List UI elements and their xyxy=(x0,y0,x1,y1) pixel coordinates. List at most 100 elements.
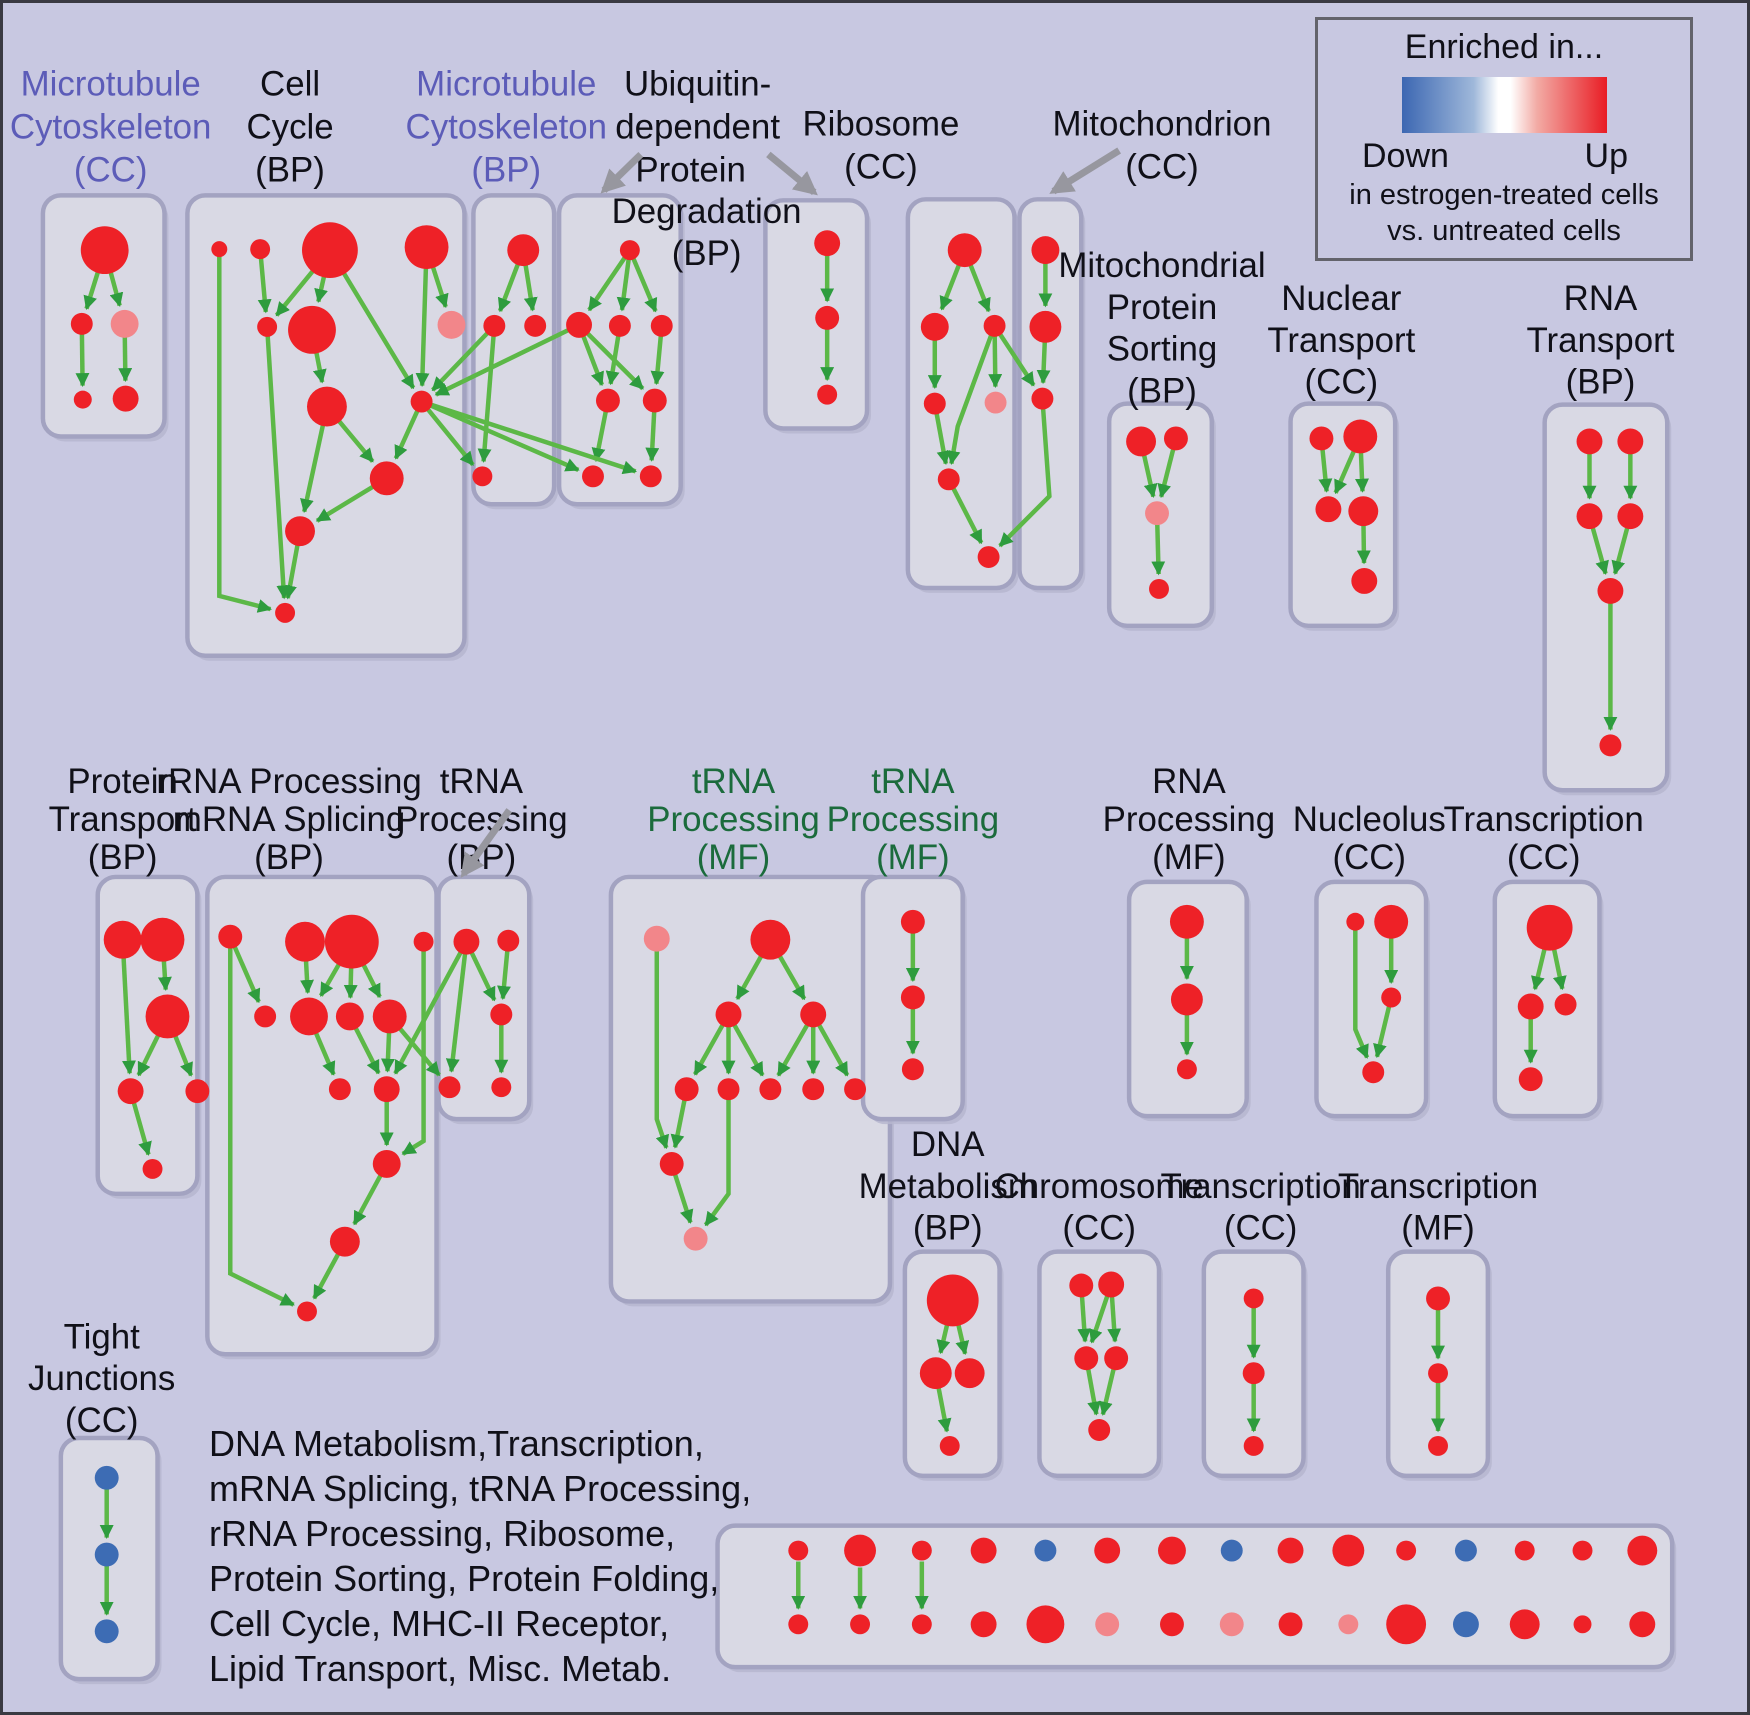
cluster-label-dnam: (BP) xyxy=(913,1209,983,1248)
node-ubia-5 xyxy=(642,388,667,413)
node-rrna-3 xyxy=(413,931,434,952)
node-rrna-11 xyxy=(329,1226,360,1257)
cluster-label-trnamf2: tRNA xyxy=(871,762,955,801)
node-rnapmf-1 xyxy=(1170,983,1203,1016)
cross-edge-cellcycle-ubia xyxy=(420,399,637,475)
node-rrna-2 xyxy=(324,914,379,969)
cluster-label-tight: (CC) xyxy=(65,1401,139,1440)
cluster-label-dnam: DNA xyxy=(911,1125,985,1164)
node-rnat-0 xyxy=(1576,428,1603,455)
strip-node-bottom-1 xyxy=(850,1614,871,1635)
node-trnamf1-5 xyxy=(717,1078,740,1101)
node-prot-5 xyxy=(142,1158,163,1179)
node-txcc2-1 xyxy=(1242,1362,1265,1385)
cluster-label-mps: (BP) xyxy=(1127,372,1197,411)
edge-prot-0-3 xyxy=(120,939,136,1075)
node-nucl-0 xyxy=(1346,912,1365,931)
strip-box xyxy=(715,1523,1675,1670)
network-nodes xyxy=(70,222,1658,1645)
cluster-label-mps: Mitochondrial xyxy=(1058,246,1265,285)
cluster-label-txmf: Transcription xyxy=(1338,1167,1538,1206)
node-prot-1 xyxy=(140,917,185,962)
cluster-label-nuct: (CC) xyxy=(1305,363,1379,402)
node-rrna-1 xyxy=(285,921,325,962)
cluster-label-trnamf1: tRNA xyxy=(692,762,776,801)
cluster-box-nucl xyxy=(1314,879,1429,1119)
strip-node-bottom-11 xyxy=(1452,1611,1479,1638)
edge-trnamf1-0-9 xyxy=(654,938,670,1150)
cluster-label-mtcc: (CC) xyxy=(74,150,148,189)
node-txcc1-0 xyxy=(1526,904,1573,951)
strip-node-top-13 xyxy=(1572,1540,1593,1561)
edge-rrna-3-10 xyxy=(401,941,426,1156)
cluster-label-mtcc: Cytoskeleton xyxy=(10,108,212,147)
strip-node-top-11 xyxy=(1454,1539,1477,1562)
node-cellcycle-0 xyxy=(211,241,228,258)
strip-node-top-0 xyxy=(788,1540,809,1561)
strip-node-bottom-6 xyxy=(1159,1612,1184,1637)
node-txmf-2 xyxy=(1428,1435,1448,1456)
cluster-box-ribo xyxy=(905,197,1017,591)
node-ribo-1 xyxy=(920,312,949,341)
strip-node-bottom-10 xyxy=(1386,1604,1427,1645)
callout-arrow-0 xyxy=(600,151,644,194)
edge-ribo-5-6 xyxy=(946,478,984,545)
cluster-label-mtbp: Microtubule xyxy=(416,65,596,104)
node-prot-2 xyxy=(145,994,190,1039)
cluster-label-mps: Protein xyxy=(1107,288,1217,327)
cluster-label-txcc2: (CC) xyxy=(1224,1209,1298,1248)
cluster-label-trnamf2: Processing xyxy=(827,800,999,839)
node-rrna-10 xyxy=(372,1149,401,1178)
edge-cellcycle-0-11 xyxy=(217,249,272,613)
node-rnat-2 xyxy=(1576,503,1603,530)
strip-node-top-14 xyxy=(1627,1535,1658,1566)
node-ribo-2 xyxy=(983,314,1006,337)
cluster-label-rrna: mRNA Splicing xyxy=(173,800,405,839)
cluster-label-rnapmf: (MF) xyxy=(1152,838,1226,877)
callout-arrows xyxy=(460,147,1121,878)
node-chrom-4 xyxy=(1088,1419,1111,1441)
node-cellcycle-2 xyxy=(302,222,358,279)
cluster-label-nucl: (CC) xyxy=(1332,838,1406,877)
node-ubia-0 xyxy=(619,240,640,261)
cluster-box-chrom xyxy=(1037,1249,1162,1479)
node-dnam-0 xyxy=(926,1274,979,1327)
cluster-label-txmf: (MF) xyxy=(1401,1209,1475,1248)
cluster-label-mps: Sorting xyxy=(1107,330,1217,369)
note-line: DNA Metabolism,Transcription, xyxy=(209,1423,704,1464)
cluster-label-trnamf1: (MF) xyxy=(697,838,771,877)
node-cellcycle-7 xyxy=(306,386,347,427)
cluster-label-ribo: Ribosome xyxy=(803,105,960,144)
node-trnamf1-0 xyxy=(643,925,670,952)
node-mps-1 xyxy=(1163,426,1188,451)
node-mtbp-0 xyxy=(507,234,540,267)
node-trnamf1-4 xyxy=(674,1077,699,1102)
node-cellcycle-3 xyxy=(404,225,449,270)
node-rrna-5 xyxy=(290,997,328,1036)
note-line: Cell Cycle, MHC-II Receptor, xyxy=(209,1603,670,1644)
legend-title: Enriched in... xyxy=(1404,28,1604,66)
legend-box: Enriched in... Down Up in estrogen-treat… xyxy=(1315,17,1693,261)
node-rrna-0 xyxy=(218,924,243,949)
cluster-label-prot: Protein xyxy=(67,762,177,801)
edge-nucl-0-3 xyxy=(1353,921,1370,1059)
node-rnat-4 xyxy=(1597,577,1624,604)
cluster-label-tight: Junctions xyxy=(28,1359,175,1398)
cluster-label-cellcycle: Cell xyxy=(260,65,320,104)
node-txcc2-2 xyxy=(1243,1435,1264,1456)
strip-node-bottom-4 xyxy=(1026,1605,1065,1644)
node-ubia-1 xyxy=(566,311,592,338)
strip-node-top-10 xyxy=(1396,1540,1417,1561)
cluster-label-trnabp: Processing xyxy=(395,800,567,839)
node-txmf-0 xyxy=(1426,1286,1450,1311)
node-ribo-0 xyxy=(947,233,982,268)
node-trnamf1-1 xyxy=(750,919,791,960)
node-ubia-6 xyxy=(582,465,604,488)
node-nucl-2 xyxy=(1381,987,1402,1008)
note-line: mRNA Splicing, tRNA Processing, xyxy=(209,1468,752,1509)
node-mps-0 xyxy=(1126,426,1157,457)
network-canvas: MicrotubuleCytoskeleton(CC)CellCycle(BP)… xyxy=(10,65,1677,1685)
node-nuct-0 xyxy=(1309,426,1334,451)
cluster-box-txcc1 xyxy=(1492,879,1602,1119)
strip-node-bottom-8 xyxy=(1278,1612,1303,1637)
